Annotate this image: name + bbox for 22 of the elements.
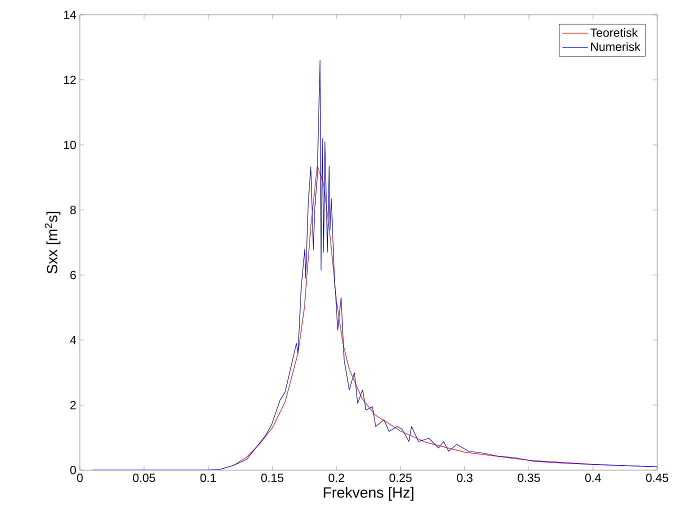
x-tick-label: 0.1 [200,474,216,482]
y-tick-label: 4 [70,336,76,344]
x-tick-label: 0.15 [261,474,284,482]
x-tick-label: 0.2 [328,474,344,482]
legend-label: Teoretisk [590,28,638,38]
legend-label: Numerisk [591,42,640,52]
x-tick-label: 0.05 [132,474,156,482]
x-axis-title: Frekvens [Hz] [324,487,414,501]
x-tick-label: 0.3 [456,474,472,482]
y-tick-label: 0 [70,466,76,475]
x-tick-label: 0 [77,474,83,482]
x-tick-label: 0.4 [585,474,601,482]
y-tick-label: 10 [64,140,76,150]
y-tick-label: 8 [70,206,76,214]
y-tick-label: 14 [64,10,76,20]
y-tick-label: 6 [70,270,76,280]
y-tick-label: 2 [70,401,76,410]
y-tick-label: 12 [64,76,76,84]
x-tick-label: 0.35 [518,474,540,482]
x-tick-label: 0.45 [646,474,668,482]
y-axis-title: Sxx [m$^{2}$s] [44,212,60,274]
x-tick-label: 0.25 [389,474,412,482]
